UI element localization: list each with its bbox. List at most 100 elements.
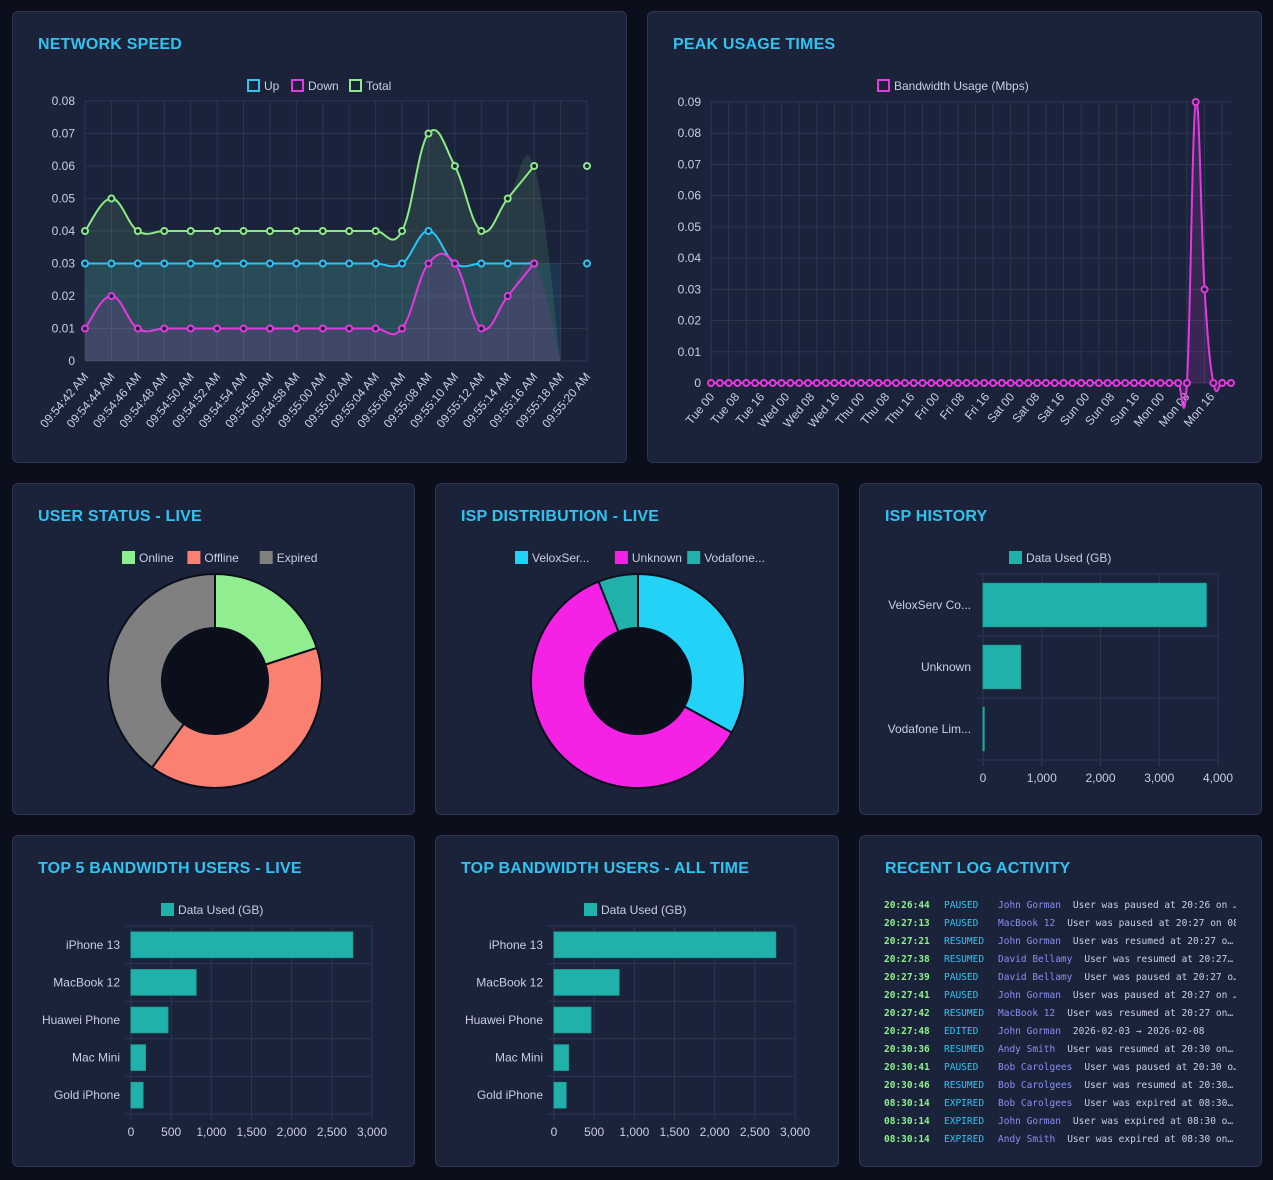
series-point-bandwidth bbox=[1050, 379, 1059, 387]
x-tick-label: 2,000 bbox=[277, 1125, 307, 1139]
isp-history-chart: Data Used (GB) 0 1,000 2,000 3,000 4,000 Velox… bbox=[888, 551, 1233, 785]
log-action: EXPIRED bbox=[944, 1134, 985, 1145]
bar-label: VeloxServ Co... bbox=[888, 598, 971, 612]
isp-distribution-card: ISP DISTRIBUTION - LIVE VeloxSer... Unkno… bbox=[435, 483, 839, 815]
legend-veloxser-swatch bbox=[515, 551, 528, 564]
series-point-bandwidth bbox=[777, 379, 786, 387]
series-point-bandwidth bbox=[795, 379, 804, 387]
legend-online-swatch bbox=[122, 551, 135, 564]
series-point-bandwidth bbox=[997, 379, 1006, 387]
network-speed-chart: 0.080.070.060.050.040.030.020.01009:54:4… bbox=[37, 79, 593, 431]
x-tick-label: Fri 00 bbox=[912, 390, 943, 423]
network-speed-card: NETWORK SPEED 0.08 0.07 0.06 0.05 0.04 0.03 0.… bbox=[12, 11, 627, 463]
series-point-total bbox=[503, 194, 512, 203]
series-point-bandwidth bbox=[892, 379, 901, 387]
log-user: MacBook 12 bbox=[998, 1008, 1056, 1019]
series-point-down bbox=[345, 324, 354, 333]
bar-label: Mac Mini bbox=[495, 1051, 543, 1065]
series-point-bandwidth bbox=[715, 379, 724, 387]
log-row: 08:30:14 EXPIRED Andy Smith User was expire… bbox=[884, 1131, 1236, 1149]
y-tick-label: 0.04 bbox=[678, 251, 702, 265]
legend-online-label: Online bbox=[139, 551, 174, 565]
log-action: RESUMED bbox=[944, 936, 985, 947]
series-point-bandwidth bbox=[989, 379, 998, 387]
slice-unknown bbox=[530, 580, 734, 789]
log-row: 20:27:39 PAUSED David Bellamy User was paus… bbox=[884, 969, 1236, 987]
series-point-bandwidth bbox=[856, 379, 865, 387]
bar-label: Huawei Phone bbox=[42, 1013, 120, 1027]
legend-total-swatch bbox=[349, 79, 362, 92]
log-action: PAUSED bbox=[944, 918, 979, 929]
network-speed-title: NETWORK SPEED bbox=[38, 36, 182, 53]
log-user: Bob Carolgees bbox=[998, 1062, 1073, 1073]
log-message: User was expired at 08:30 on… bbox=[1067, 1134, 1234, 1145]
log-message: User was paused at 20:30 o… bbox=[1084, 1062, 1236, 1073]
donut-hole bbox=[586, 629, 690, 733]
series-point-bandwidth bbox=[751, 379, 760, 387]
legend-unknown-swatch bbox=[614, 551, 628, 564]
peak-usage-card: PEAK USAGE TIMES 0.09 0.08 0.07 0.06 0.05 0.0… bbox=[647, 11, 1262, 463]
bar-iphone13 bbox=[553, 931, 777, 959]
y-tick-label: 0.01 bbox=[52, 322, 76, 336]
log-row: 20:27:21 RESUMED John Gorman User was resum… bbox=[884, 933, 1236, 951]
log-time: 20:27:38 bbox=[884, 954, 930, 965]
y-tick-label: 0.03 bbox=[52, 257, 76, 271]
log-message: User was resumed at 20:30 on… bbox=[1067, 1044, 1234, 1055]
series-point-total bbox=[133, 227, 142, 235]
series-point-bandwidth bbox=[1191, 98, 1200, 106]
series-point-bandwidth bbox=[1182, 379, 1191, 387]
slice-expired bbox=[107, 572, 216, 769]
user-status-chart: Online Offline Expired bbox=[107, 551, 323, 789]
series-point-down bbox=[503, 292, 512, 300]
bar-label: iPhone 13 bbox=[66, 938, 120, 952]
slice-veloxser bbox=[637, 572, 746, 734]
series-point-total bbox=[530, 162, 539, 170]
log-user: David Bellamy bbox=[998, 954, 1073, 965]
isp-history-title: ISP HISTORY bbox=[885, 508, 988, 525]
series-point-bandwidth bbox=[733, 379, 742, 387]
y-tick-label: 0 bbox=[68, 354, 75, 368]
legend-data-used-label: Data Used (GB) bbox=[1026, 551, 1111, 565]
bar-macbook12 bbox=[553, 969, 620, 996]
legend-unknown-label: Unknown bbox=[632, 551, 682, 565]
x-tick-label: 1,500 bbox=[659, 1125, 689, 1139]
bar-iphone13 bbox=[130, 931, 354, 959]
legend-expired-label: Expired bbox=[277, 551, 318, 565]
series-point-down bbox=[81, 324, 89, 333]
bar-macmini bbox=[130, 1044, 146, 1071]
isp-history-card: ISP HISTORY Data Used (GB) 0 1,000 2,000 3,0… bbox=[859, 483, 1262, 815]
bar-macmini bbox=[553, 1044, 569, 1071]
log-action: EXPIRED bbox=[944, 1116, 985, 1127]
series-point-bandwidth bbox=[742, 379, 751, 387]
series-point-bandwidth bbox=[1077, 379, 1086, 387]
log-time: 08:30:14 bbox=[884, 1116, 930, 1127]
bar-goldiphone bbox=[130, 1081, 144, 1109]
series-point-bandwidth bbox=[1094, 379, 1103, 387]
y-tick-label: 0.07 bbox=[52, 127, 76, 141]
log-action: PAUSED bbox=[944, 900, 979, 911]
series-point-bandwidth bbox=[786, 379, 795, 387]
x-tick-label: 2,000 bbox=[1085, 771, 1115, 785]
bar-label: Huawei Phone bbox=[465, 1013, 543, 1027]
log-action: PAUSED bbox=[944, 972, 979, 983]
y-tick-label: 0.03 bbox=[678, 282, 702, 296]
series-point-down bbox=[477, 324, 486, 333]
series-point-down bbox=[239, 324, 248, 333]
log-action: RESUMED bbox=[944, 954, 985, 965]
x-tick-label: 2,000 bbox=[700, 1125, 730, 1139]
log-time: 20:26:44 bbox=[884, 900, 930, 911]
series-point-bandwidth bbox=[980, 379, 989, 387]
series-point-down bbox=[186, 324, 195, 333]
series-point-up bbox=[292, 259, 301, 268]
bar-macbook12 bbox=[130, 969, 197, 996]
bar-label: Gold iPhone bbox=[477, 1088, 543, 1102]
user-status-card: USER STATUS - LIVE Online Offline Expired bbox=[12, 483, 415, 815]
series-point-down bbox=[318, 324, 327, 333]
legend-data-used-label: Data Used (GB) bbox=[601, 903, 686, 917]
slice-vodafone bbox=[597, 572, 639, 634]
series-point-down bbox=[160, 324, 169, 333]
x-tick-label: 0 bbox=[128, 1125, 135, 1139]
series-point-bandwidth bbox=[865, 379, 874, 387]
log-message: User was resumed at 20:27… bbox=[1084, 954, 1234, 965]
y-tick-label: 0.09 bbox=[678, 95, 702, 109]
